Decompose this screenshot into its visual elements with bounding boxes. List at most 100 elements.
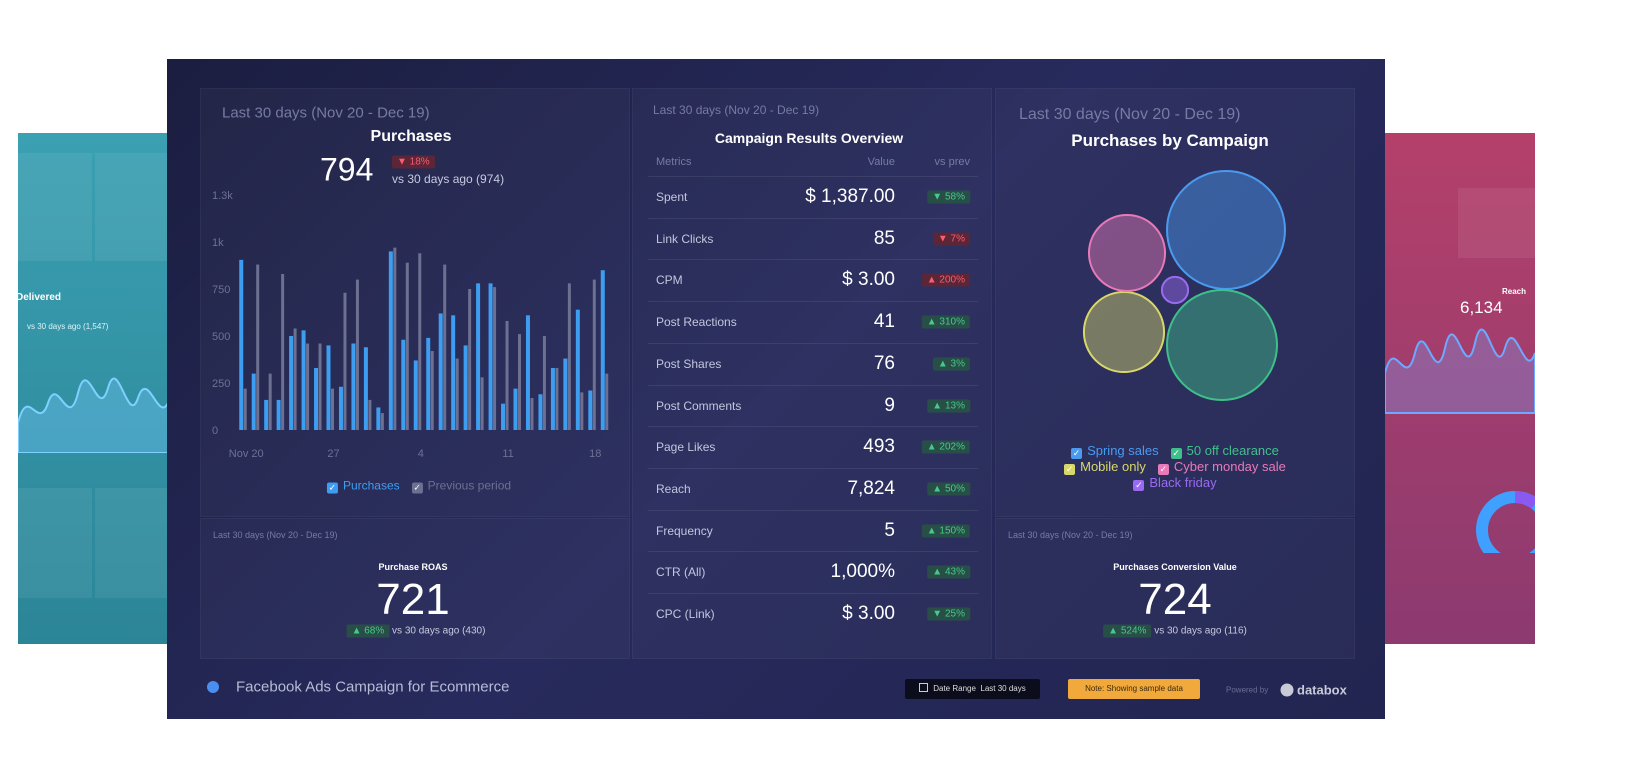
legend-item: ✓ Purchases <box>326 479 400 494</box>
sample-note[interactable]: Note: Showing sample data <box>1068 679 1200 699</box>
panel <box>632 88 992 659</box>
bar <box>326 345 331 430</box>
bar <box>368 399 372 430</box>
period: Last 30 days (Nov 20 - Dec 19) <box>1019 106 1241 123</box>
change-badge: ▲ 13% <box>927 399 970 412</box>
bar <box>567 283 571 430</box>
comparison: vs 30 days ago (974) <box>392 172 505 186</box>
row-divider <box>648 342 978 344</box>
bar <box>605 373 609 430</box>
dashboard-title: Facebook Ads Campaign for Ecommerce <box>236 678 510 696</box>
bar <box>455 358 459 430</box>
bar <box>542 336 546 430</box>
bar <box>518 334 521 430</box>
comparison-row: ▲ 68% vs 30 days ago (430) <box>346 624 485 638</box>
wave <box>18 377 168 453</box>
row-divider <box>648 426 978 428</box>
bar <box>243 388 247 430</box>
panel <box>995 88 1355 517</box>
date-range-button[interactable]: Date Range Last 30 days <box>905 679 1040 699</box>
metric-value: 1,000% <box>830 561 895 583</box>
legend: ✓ Purchases ✓ Previous period <box>321 479 517 494</box>
y-tick-label: 500 <box>212 331 230 343</box>
bar <box>251 373 256 430</box>
row-divider <box>648 384 978 386</box>
bar <box>426 337 431 430</box>
metric-value: 41 <box>873 311 895 333</box>
bar <box>443 264 447 430</box>
legend-item: ✓ Cyber monday sale <box>1157 459 1286 475</box>
change-badge: ▲ 202% <box>921 440 970 454</box>
bar <box>276 399 281 430</box>
tile <box>18 153 92 261</box>
legend-label: Spring sales <box>1087 443 1159 458</box>
period: Last 30 days (Nov 20 - Dec 19) <box>213 530 338 540</box>
change-badge: ▼ 18% <box>392 155 435 169</box>
legend-checkbox: ✓ <box>1133 480 1145 491</box>
bubble <box>1087 213 1167 293</box>
bar <box>293 328 297 430</box>
date-range-label: Date Range <box>933 684 976 693</box>
bar <box>351 343 356 430</box>
bar <box>550 367 555 430</box>
metric: Reach <box>656 481 691 496</box>
metric-value: 9 <box>884 394 895 416</box>
change-badge: ▼ 7% <box>932 232 970 246</box>
legend-checkbox: ✓ <box>326 482 338 494</box>
title: Purchases <box>370 128 452 145</box>
comparison-row: ▲ 524% vs 30 days ago (116) <box>1103 624 1247 638</box>
metric-value: 76 <box>873 352 895 374</box>
dashboard-card <box>167 59 1385 719</box>
x-tick-label: Nov 20 <box>229 448 264 460</box>
bar <box>401 339 406 430</box>
metric-value: 85 <box>873 227 895 249</box>
metric: Post Reactions <box>656 315 737 330</box>
metric: Post Comments <box>656 398 742 413</box>
comparison: vs 30 days ago (116) <box>1154 625 1247 637</box>
bubble <box>1166 170 1286 290</box>
metric-value: 493 <box>863 436 895 458</box>
powered-by: Powered by <box>1226 685 1269 695</box>
bubble <box>1165 288 1279 402</box>
bar <box>592 279 596 430</box>
metric: Post Shares <box>656 356 722 371</box>
change-badge: ▼ 58% <box>927 190 970 204</box>
panel <box>995 518 1355 659</box>
metric: CPC (Link) <box>656 607 715 621</box>
bar <box>430 351 434 430</box>
change-badge: ▼ 25% <box>927 607 970 621</box>
tile <box>1458 188 1535 258</box>
big-value: 794 <box>320 151 374 188</box>
change-badge: ▲ 43% <box>927 565 970 579</box>
bubble <box>1082 290 1166 374</box>
tile <box>95 488 169 598</box>
change-badge: ▲ 310% <box>921 315 970 329</box>
bubble <box>1160 275 1190 305</box>
x-tick-label: 4 <box>418 448 424 460</box>
period: Last 30 days (Nov 20 - Dec 19) <box>1008 530 1133 540</box>
legend-label: Mobile only <box>1080 459 1146 474</box>
decoration <box>1384 328 1535 553</box>
bar <box>289 336 294 430</box>
metric: Frequency <box>656 523 713 538</box>
bar <box>575 309 580 430</box>
comparison: vs 30 days ago (1,547) <box>27 322 109 331</box>
change-badge: ▲ 150% <box>921 524 970 538</box>
y-tick-label: 0 <box>212 425 218 437</box>
x-tick-label: 27 <box>327 448 339 460</box>
row-divider <box>648 176 978 177</box>
bar <box>239 259 244 430</box>
brand-icon <box>1280 683 1294 697</box>
bar <box>380 413 384 430</box>
bar <box>525 315 530 430</box>
bar <box>264 399 269 430</box>
bar <box>376 407 381 430</box>
row-divider <box>648 217 978 219</box>
row-divider <box>648 259 978 261</box>
bar <box>588 390 593 430</box>
bar <box>493 287 497 430</box>
bar <box>501 403 506 430</box>
logo-icon <box>207 681 219 693</box>
bar <box>451 315 456 430</box>
bar <box>314 367 319 430</box>
